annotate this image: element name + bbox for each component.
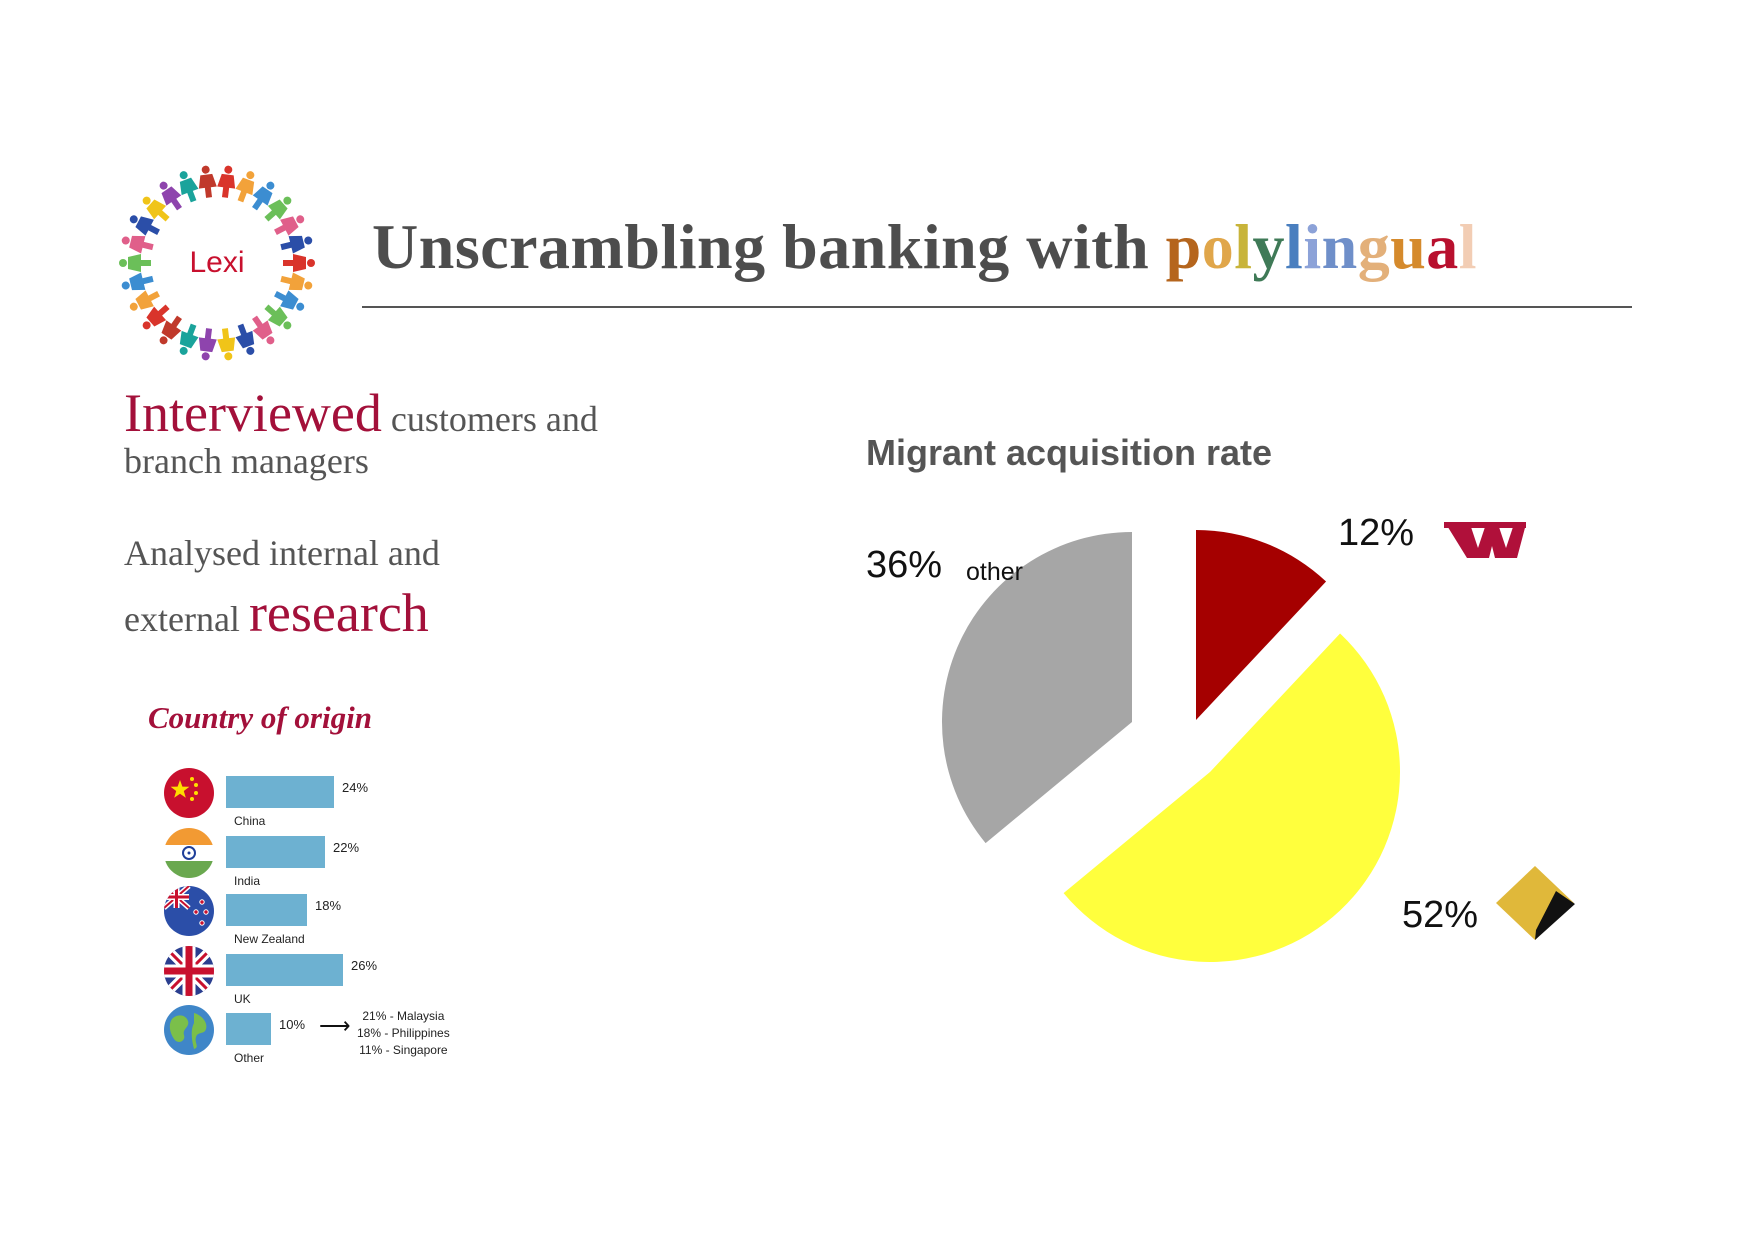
logo-figure <box>217 165 236 198</box>
new-zealand-flag-icon <box>164 886 214 936</box>
country-row-india: 22% India <box>164 828 624 888</box>
bar-value-other: 10% <box>279 1017 306 1032</box>
country-row-china: 24% China <box>164 768 624 828</box>
pie-label-other: 36% <box>866 544 943 586</box>
logo-figure <box>283 254 315 272</box>
logo-figure <box>119 254 151 272</box>
title-letter-10: l <box>1458 211 1478 282</box>
logo-figure <box>264 304 292 330</box>
logo-figure <box>217 328 236 361</box>
logo-text: Lexi <box>189 246 244 279</box>
pie-slice-westpac <box>1196 530 1327 720</box>
logo-figure <box>252 315 275 345</box>
pie-slice-other <box>942 532 1132 844</box>
logo-figure <box>274 215 305 236</box>
bar-india <box>226 836 325 868</box>
bar-value-new-zealand: 18% <box>315 898 342 913</box>
bar-label-china: China <box>234 814 266 828</box>
lead-customers: customers and <box>381 399 598 439</box>
logo-figure <box>280 272 313 291</box>
bar-other <box>226 1013 271 1045</box>
logo-figure <box>252 181 275 211</box>
country-row-new-zealand: 18% New Zealand <box>164 886 624 946</box>
pie-label-cba: 52% <box>1402 894 1479 936</box>
lead-line-2: branch managers <box>124 440 369 482</box>
other-breakdown-malaysia: 21% - Malaysia <box>362 1009 445 1023</box>
lead-line-3: Analysed internal and <box>124 532 440 574</box>
title-letter-6: n <box>1321 211 1358 282</box>
logo-figure <box>121 272 154 291</box>
bar-new-zealand <box>226 894 307 926</box>
lead-research: research <box>248 583 429 643</box>
arrow-right-icon: ⟶ <box>319 1013 351 1038</box>
pie-chart-title: Migrant acquisition rate <box>866 432 1273 473</box>
title-prefix: Unscrambling banking with <box>372 211 1166 282</box>
logo-figure <box>274 290 305 311</box>
lexi-logo-ring-icon: Lexi <box>119 165 315 361</box>
title-letter-4: l <box>1285 211 1304 282</box>
country-of-origin-title: Country of origin <box>148 700 372 735</box>
bar-uk <box>226 954 343 986</box>
other-breakdown: 21% - Malaysia 18% - Philippines 11% - S… <box>357 1008 450 1059</box>
title-highlight-word: polylingual <box>1166 211 1477 282</box>
page-title: Unscrambling banking with polylingual <box>372 210 1477 284</box>
bar-value-uk: 26% <box>351 958 378 973</box>
country-row-other: 10% ⟶ 21% - Malaysia 18% - Philippines 1… <box>164 1005 624 1065</box>
pie-label-westpac: 12% <box>1338 512 1415 554</box>
title-letter-7: g <box>1357 211 1391 282</box>
lexi-logo: Lexi <box>112 158 322 368</box>
logo-figure <box>159 315 182 345</box>
bar-china <box>226 776 334 808</box>
bar-value-india: 22% <box>333 840 360 855</box>
logo-figure <box>121 235 154 254</box>
title-letter-3: y <box>1252 211 1286 282</box>
logo-figure <box>129 290 160 311</box>
other-breakdown-singapore: 11% - Singapore <box>359 1043 448 1057</box>
logo-figure <box>142 196 170 222</box>
logo-figure <box>159 181 182 211</box>
lead-analysed: Analysed internal and <box>124 533 440 573</box>
country-row-uk: 26% UK <box>164 946 624 1006</box>
india-flag-icon <box>164 828 214 878</box>
logo-figure <box>179 171 199 203</box>
logo-figure <box>179 323 199 355</box>
logo-figure <box>235 323 255 355</box>
logo-figure <box>280 235 313 254</box>
pie-label-other-name: other <box>966 558 1023 586</box>
title-letter-5: i <box>1303 211 1322 282</box>
title-letter-9: a <box>1426 211 1459 282</box>
logo-figure <box>264 196 292 222</box>
uk-flag-icon <box>164 946 214 996</box>
bar-label-uk: UK <box>234 992 251 1006</box>
lead-interviewed: Interviewed <box>124 383 382 443</box>
other-breakdown-philippines: 18% - Philippines <box>357 1026 450 1040</box>
china-flag-icon <box>164 768 214 818</box>
commonwealth-bank-logo-icon <box>1496 866 1575 940</box>
title-letter-1: o <box>1201 211 1235 282</box>
logo-figure <box>198 165 217 198</box>
bar-label-other: Other <box>234 1051 265 1065</box>
logo-figure <box>142 304 170 330</box>
title-divider <box>362 306 1632 308</box>
lead-line-1: Interviewed customers and <box>124 382 598 444</box>
title-letter-8: u <box>1390 211 1427 282</box>
bar-value-china: 24% <box>342 780 369 795</box>
title-letter-2: l <box>1234 211 1253 282</box>
bar-label-new-zealand: New Zealand <box>234 932 305 946</box>
lead-branch-managers: branch managers <box>124 441 369 481</box>
westpac-logo-icon <box>1444 522 1526 558</box>
lead-line-4: external research <box>124 582 429 644</box>
globe-icon <box>164 1005 214 1055</box>
logo-figure <box>129 215 160 236</box>
bar-label-india: India <box>234 874 261 888</box>
logo-figure <box>235 171 255 203</box>
title-letter-0: p <box>1165 211 1202 282</box>
pie-slice-cba <box>1063 633 1401 963</box>
logo-figure <box>198 328 217 361</box>
lead-external: external <box>124 599 249 639</box>
